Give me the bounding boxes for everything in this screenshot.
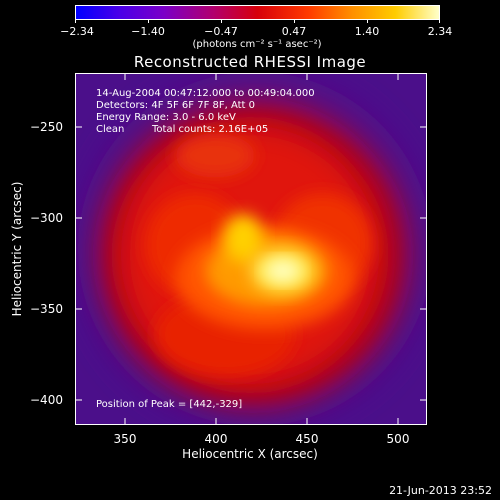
y-tick-label: −250 — [30, 120, 63, 134]
x-tick-label: 350 — [113, 432, 137, 446]
plot-title: Reconstructed RHESSI Image — [133, 53, 367, 71]
x-axis-label: Heliocentric X (arcsec) — [182, 447, 318, 461]
x-tick-label: 500 — [386, 432, 410, 446]
peak-position: Position of Peak = [442,-329] — [96, 399, 243, 410]
emission-blob — [175, 133, 255, 178]
colorbar-tick — [439, 19, 440, 23]
y-tick-label: −350 — [30, 302, 63, 316]
time-range: 14-Aug-2004 00:47:12.000 to 00:49:04.000 — [96, 88, 315, 99]
colorbar-tick-label: 1.40 — [354, 25, 380, 38]
colorbar-units: (photons cm⁻² s⁻¹ asec⁻²) — [192, 39, 322, 50]
colorbar-tick — [221, 19, 222, 23]
solar-image-panel: 14-Aug-2004 00:47:12.000 to 00:49:04.000… — [75, 73, 427, 425]
detectors-info: Detectors: 4F 5F 6F 7F 8F, Att 0 — [96, 100, 256, 111]
y-tick-label: −300 — [30, 211, 63, 225]
colorbar-tick-label: −2.34 — [60, 25, 94, 38]
timestamp: 21-Jun-2013 23:52 — [389, 484, 492, 497]
y-axis-label: Heliocentric Y (arcsec) — [10, 181, 24, 317]
x-tick-label: 450 — [295, 432, 319, 446]
x-tick-label: 400 — [204, 432, 228, 446]
colorbar-tick — [367, 19, 368, 23]
colorbar-gradient — [75, 5, 440, 20]
y-tick-label: −400 — [30, 393, 63, 407]
total-counts: Total counts: 2.16E+05 — [152, 124, 269, 135]
rhessi-image — [76, 74, 426, 424]
colorbar-tick-label: −1.40 — [131, 25, 165, 38]
colorbar-tick — [75, 19, 76, 23]
energy-range: Energy Range: 3.0 - 6.0 keV — [96, 112, 236, 123]
method-info: Clean — [96, 124, 125, 135]
peak-region — [264, 258, 301, 283]
colorbar-tick — [148, 19, 149, 23]
colorbar-tick-label: 2.34 — [427, 25, 453, 38]
colorbar-tick-label: −0.47 — [204, 25, 238, 38]
colorbar: −2.34 −1.40 −0.47 0.47 1.40 2.34 (photon… — [0, 0, 500, 60]
colorbar-tick-label: 0.47 — [281, 25, 307, 38]
colorbar-tick — [294, 19, 295, 23]
bright-kernel — [223, 214, 263, 262]
